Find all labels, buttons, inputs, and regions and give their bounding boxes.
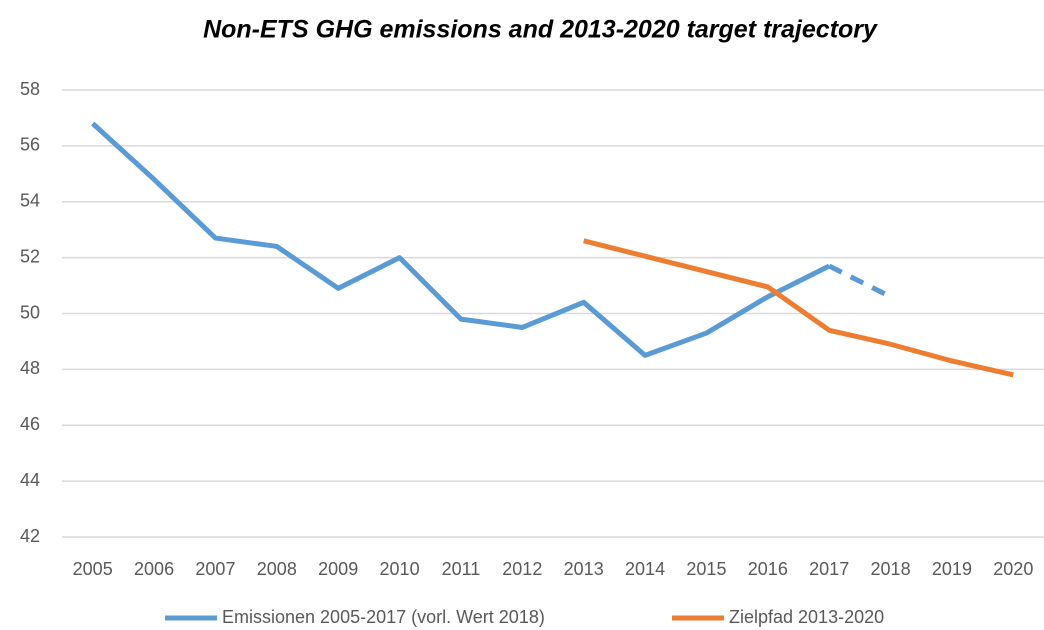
legend-label: Zielpfad 2013-2020 [729,607,884,627]
y-tick-label: 56 [20,135,40,155]
line [91,121,831,358]
x-tick-label: 2006 [134,559,174,579]
y-tick-label: 44 [20,470,40,490]
x-tick-label: 2009 [318,559,358,579]
x-tick-label: 2005 [73,559,113,579]
x-tick-label: 2019 [932,559,972,579]
y-tick-label: 42 [20,526,40,546]
y-tick-label: 46 [20,414,40,434]
y-tick-label: 58 [20,79,40,99]
x-tick-label: 2008 [257,559,297,579]
line [583,238,1014,378]
y-tick-label: 52 [20,246,40,266]
x-tick-label: 2012 [502,559,542,579]
x-tick-label: 2007 [195,559,235,579]
x-tick-label: 2016 [748,559,788,579]
x-tick-label: 2018 [871,559,911,579]
x-tick-label: 2014 [625,559,665,579]
x-tick-label: 2015 [686,559,726,579]
y-tick-label: 50 [20,302,40,322]
legend-label: Emissionen 2005-2017 (vorl. Wert 2018) [222,607,545,627]
x-tick-label: 2010 [380,559,420,579]
x-tick-label: 2017 [809,559,849,579]
y-tick-label: 54 [20,191,40,211]
y-tick-label: 48 [20,358,40,378]
x-tick-label: 2011 [442,559,481,579]
x-tick-label: 2020 [993,559,1033,579]
x-tick-label: 2013 [564,559,604,579]
chart-title: Non-ETS GHG emissions and 2013-2020 targ… [203,16,878,44]
line-dashed [828,263,892,299]
